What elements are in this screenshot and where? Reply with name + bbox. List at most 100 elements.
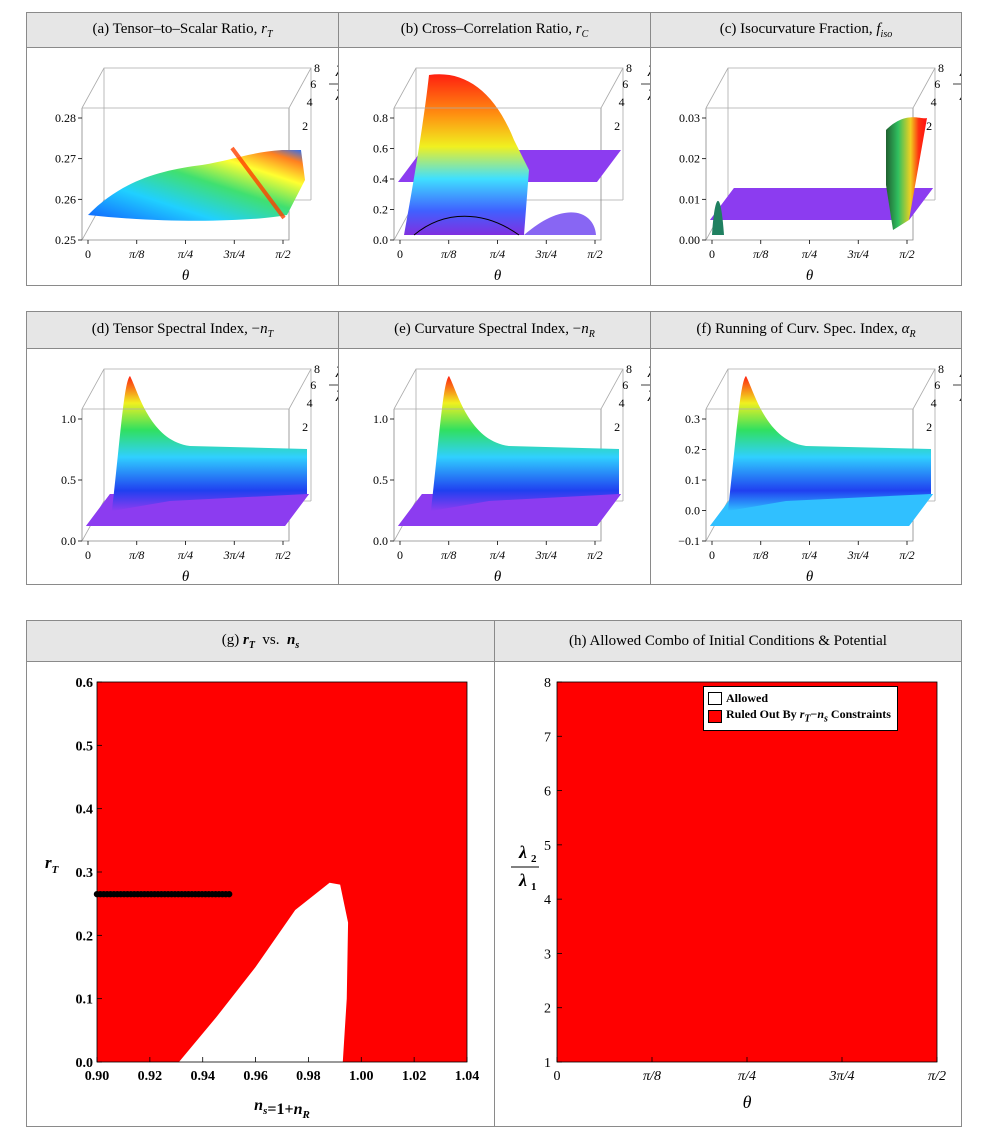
z-tick-label: 0.26 xyxy=(55,192,76,206)
x-tick-label: 1.00 xyxy=(349,1069,374,1084)
lambda-label-den: λ xyxy=(959,88,961,104)
z-tick-label: 0.6 xyxy=(373,142,388,156)
lambda-tick-label: 2 xyxy=(302,119,308,133)
y-tick-label: 1 xyxy=(544,1056,551,1071)
data-point xyxy=(225,890,233,898)
lambda-tick-label: 4 xyxy=(619,396,625,410)
box-back-edge xyxy=(81,368,312,501)
lambda-tick-label: 8 xyxy=(626,61,632,75)
surface-ridge xyxy=(230,146,286,220)
x-tick-label: 0.90 xyxy=(85,1069,110,1084)
theta-tick-label: π/2 xyxy=(899,548,914,562)
lambda-tick-label: 2 xyxy=(926,119,932,133)
y-axis-label: rT xyxy=(45,853,60,876)
panel-d-header: (d) Tensor Spectral Index, −nT xyxy=(27,312,338,349)
panel-h-legend: Allowed Ruled Out By rT−ns Constraints xyxy=(703,686,898,732)
lambda-tick-label: 4 xyxy=(307,95,313,109)
y-tick-label: 8 xyxy=(544,676,551,691)
panel-c-title: (c) Isocurvature Fraction, fiso xyxy=(719,20,893,40)
lambda-label-num: λ xyxy=(959,365,961,381)
x-axis-label: θ xyxy=(743,1092,752,1112)
surface-mesh xyxy=(88,150,305,221)
lambda-tick-label: 2 xyxy=(614,420,620,434)
box-edge xyxy=(288,368,312,410)
z-tick-label: 0.0 xyxy=(373,534,388,548)
z-tick-label: 0.00 xyxy=(679,233,700,247)
z-tick-label: 0.02 xyxy=(679,152,700,166)
allowed-region xyxy=(178,882,349,1062)
y-tick-label: 0.4 xyxy=(76,803,94,818)
theta-tick-label: π/2 xyxy=(587,247,602,261)
theta-tick-label: π/2 xyxy=(587,548,602,562)
x-tick-label: π/4 xyxy=(738,1069,756,1084)
theta-tick-label: π/8 xyxy=(441,247,456,261)
legend-swatch-allowed xyxy=(708,691,722,705)
lambda-tick-label: 4 xyxy=(931,396,937,410)
panel-g: (g) rT vs. ns 0.90 0.92 0.94 0.96 0.98 1.00 1.… xyxy=(26,620,495,1127)
panel-e-title: (e) Curvature Spectral Index, −nR xyxy=(394,320,595,340)
theta-tick-label: 0 xyxy=(85,247,91,261)
lambda-tick-label: 4 xyxy=(619,95,625,109)
lambda-tick-label: 4 xyxy=(307,396,313,410)
panel-f-title: (f) Running of Curv. Spec. Index, αR xyxy=(696,320,916,340)
panel-f-surface xyxy=(710,376,933,526)
theta-tick-label: π/4 xyxy=(490,247,505,261)
surface-lobe xyxy=(524,212,596,235)
z-tick-label: 0.3 xyxy=(685,412,700,426)
panel-f-header: (f) Running of Curv. Spec. Index, αR xyxy=(651,312,961,349)
surface-bump xyxy=(712,200,724,235)
panel-h-header: (h) Allowed Combo of Initial Conditions … xyxy=(495,621,961,662)
z-tick-label: 0.5 xyxy=(61,473,76,487)
lambda-tick-label: 2 xyxy=(614,119,620,133)
theta-tick-label: π/4 xyxy=(178,548,193,562)
box-edge xyxy=(288,67,312,109)
panel-e-plot: 0.00.51.00π/8π/43π/4π/2θ8642λ2λ1 xyxy=(373,362,650,585)
ruled-out-region xyxy=(557,682,937,1062)
theta-tick-label: π/2 xyxy=(275,247,290,261)
x-tick-label: 0.94 xyxy=(190,1069,215,1084)
surface-plane xyxy=(710,188,933,220)
panel-g-title: (g) rT vs. ns xyxy=(221,631,300,651)
y-tick-label: 0.3 xyxy=(76,866,94,881)
panel-a-header: (a) Tensor–to–Scalar Ratio, rT xyxy=(27,13,338,48)
theta-tick-label: π/4 xyxy=(490,548,505,562)
panel-c: (c) Isocurvature Fraction, fiso 0.00 0.01… xyxy=(650,12,962,286)
theta-tick-label: π/8 xyxy=(441,548,456,562)
box-back-edge xyxy=(705,368,936,501)
theta-axis-label: θ xyxy=(806,268,814,284)
x-tick-label: 0.92 xyxy=(138,1069,163,1084)
panel-f-plot: −0.10.00.10.20.30π/8π/43π/4π/2θ8642λ2λ1 xyxy=(678,362,961,585)
z-tick-label: 1.0 xyxy=(61,412,76,426)
x-tick-label: 3π/4 xyxy=(829,1069,855,1084)
surface-edge xyxy=(413,215,520,236)
lambda-label-den: λ xyxy=(959,389,961,405)
panel-c-header: (c) Isocurvature Fraction, fiso xyxy=(651,13,961,48)
theta-tick-label: 3π/4 xyxy=(223,548,245,562)
lambda-label-den: λ xyxy=(335,389,338,405)
y-axis-label-den: λ xyxy=(518,870,527,890)
theta-tick-label: π/4 xyxy=(802,247,817,261)
legend-label-ruled-out: Ruled Out By rT−ns Constraints xyxy=(726,707,891,725)
z-tick-label: 0.03 xyxy=(679,111,700,125)
panel-h: (h) Allowed Combo of Initial Conditions … xyxy=(494,620,962,1127)
lambda-tick-label: 6 xyxy=(622,378,628,392)
lambda-label-num: λ xyxy=(959,64,961,80)
z-tick-label: 0.28 xyxy=(55,111,76,125)
lambda-tick-label: 8 xyxy=(938,362,944,376)
y-axis-label-num-sub: 2 xyxy=(531,853,537,865)
box-edge xyxy=(600,368,624,410)
box-back-edge xyxy=(81,67,312,200)
theta-tick-label: 0 xyxy=(397,247,403,261)
y-tick-label: 0.5 xyxy=(76,739,94,754)
y-tick-label: 5 xyxy=(544,839,551,854)
z-tick-label: 1.0 xyxy=(373,412,388,426)
panel-c-surface xyxy=(710,117,933,235)
theta-tick-label: π/8 xyxy=(129,247,144,261)
legend-label-allowed: Allowed xyxy=(726,691,768,705)
panel-a-title: (a) Tensor–to–Scalar Ratio, rT xyxy=(92,20,273,40)
theta-tick-label: 0 xyxy=(85,548,91,562)
z-tick-label: 0.5 xyxy=(373,473,388,487)
